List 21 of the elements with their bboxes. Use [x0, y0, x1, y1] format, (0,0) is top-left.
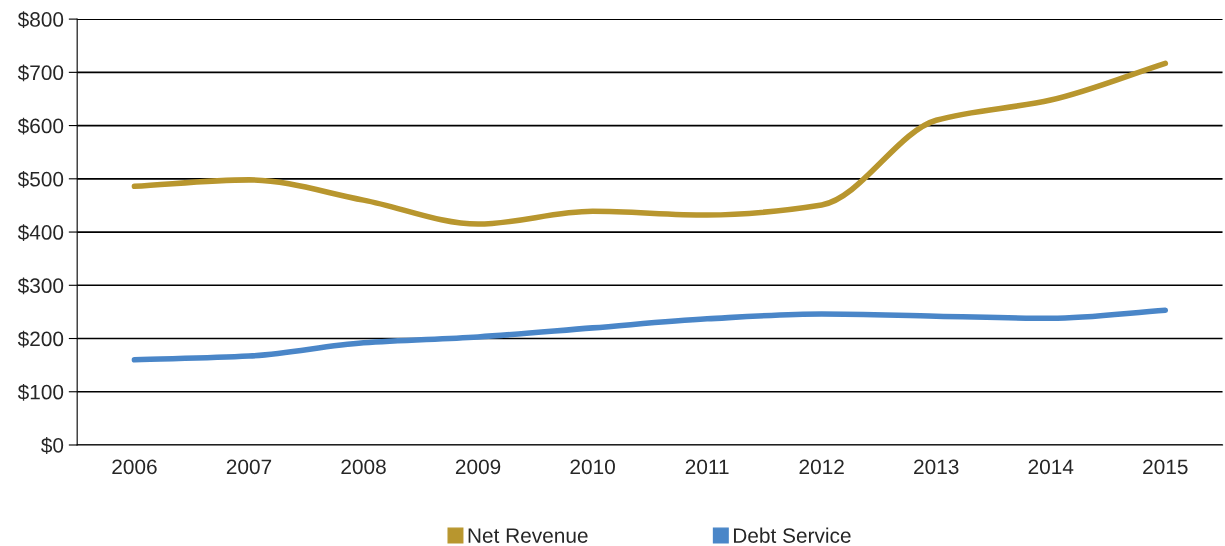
x-tick-label: 2008 — [341, 459, 386, 475]
legend-label: Net Revenue — [468, 528, 588, 543]
x-tick-label: 2007 — [226, 459, 272, 475]
legend-label: Debt Service — [733, 527, 851, 543]
x-tick-label: 2010 — [570, 459, 615, 475]
y-tick-label: $0 — [41, 437, 64, 454]
y-tick-label: $800 — [17, 11, 64, 29]
x-tick-label: 2012 — [799, 459, 844, 475]
x-tick-label: 2015 — [1143, 459, 1188, 475]
x-tick-label: 2013 — [914, 459, 959, 475]
y-tick-label: $600 — [17, 117, 64, 135]
y-tick-label: $700 — [17, 64, 64, 82]
y-tick-label: $300 — [17, 277, 64, 295]
x-tick-label: 2009 — [455, 459, 501, 475]
y-tick-label: $100 — [17, 383, 64, 401]
y-tick-label: $400 — [17, 224, 64, 242]
x-tick-label: 2014 — [1028, 459, 1074, 475]
x-tick-label: 2011 — [685, 459, 729, 475]
x-tick-label: 2006 — [112, 459, 157, 475]
y-tick-label: $200 — [17, 330, 64, 348]
y-tick-label: $500 — [17, 170, 64, 188]
